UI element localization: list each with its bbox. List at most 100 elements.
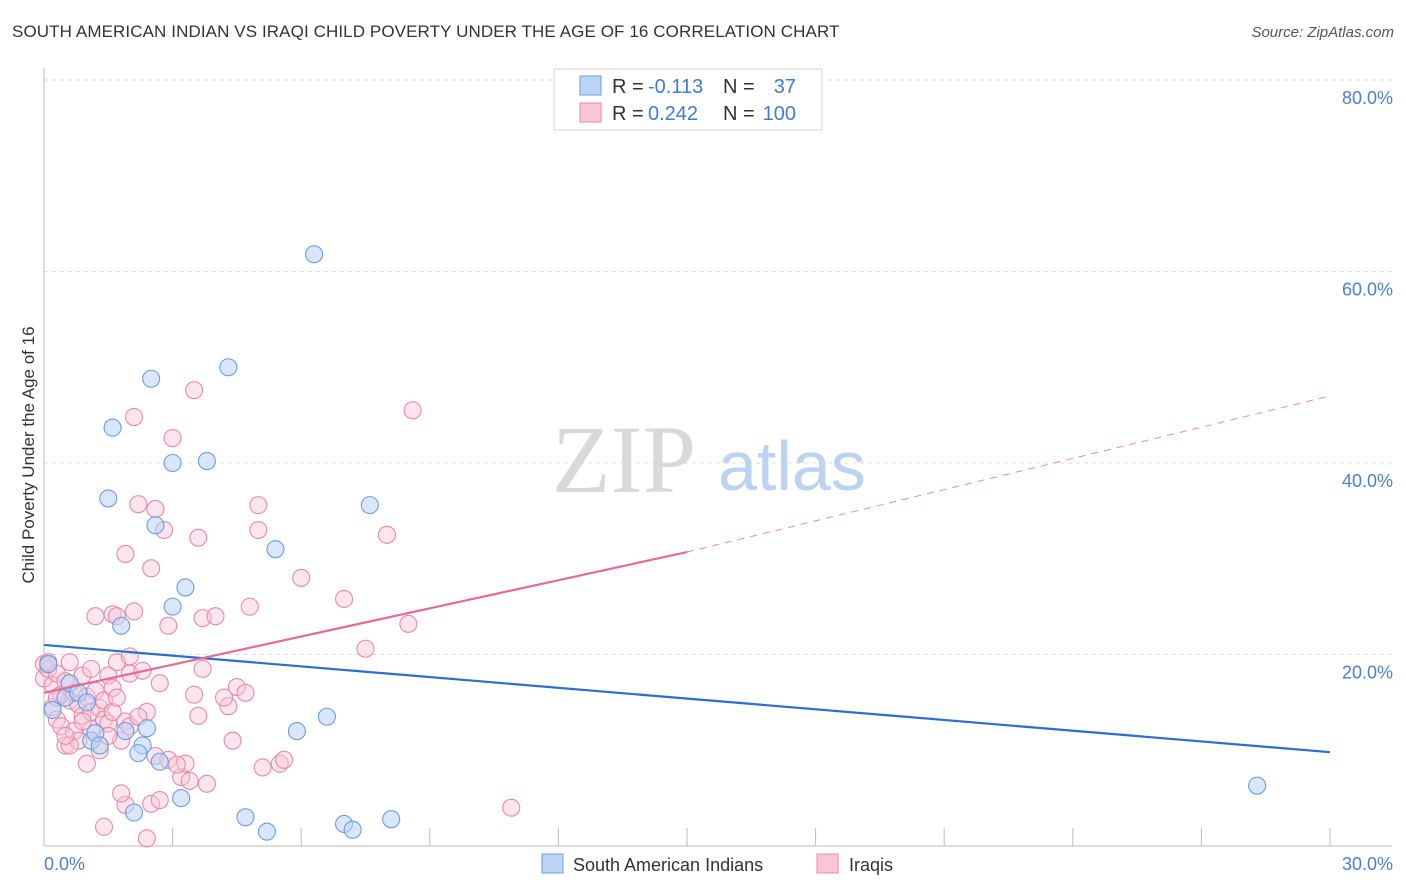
south-american-indians-point (360, 496, 379, 515)
iraqis-point (240, 597, 259, 616)
south-american-indians-point (382, 810, 401, 829)
south-american-indians-point (266, 540, 285, 559)
trend-line-south-american-indians (43, 643, 1331, 754)
iraqis-point (150, 790, 169, 810)
south-american-indians-point (150, 752, 169, 771)
bottom-legend-blue-swatch (541, 853, 564, 874)
iraqis-point (197, 774, 216, 793)
iraqis-point (77, 754, 96, 773)
south-american-indians-point (287, 722, 306, 741)
iraqis-point (184, 381, 204, 400)
south-american-indians-point (176, 578, 195, 597)
iraqis-point (60, 653, 79, 672)
iraqis-point (377, 525, 396, 544)
tick-labels: 20.0% 40.0% 60.0% 80.0% 0.0% 30.0% (44, 88, 1393, 874)
y-tick-label: 20.0% (1342, 663, 1393, 683)
iraqis-point (189, 528, 208, 547)
iraqis-point (184, 685, 204, 704)
iraqis-point (249, 496, 268, 515)
legend-pink-swatch (579, 102, 602, 123)
iraqis-point (146, 499, 165, 519)
iraqis-point (56, 726, 75, 745)
south-american-indians-point (129, 744, 148, 763)
bottom-legend-label-2: Iraqis (849, 855, 893, 875)
iraqis-point (167, 755, 186, 774)
south-american-indians-point (112, 616, 131, 635)
legend-blue-swatch (579, 75, 602, 96)
iraqis-point (403, 401, 422, 420)
south-american-indians-point (146, 516, 165, 535)
iraqis-point (163, 429, 182, 448)
iraqis-point (180, 771, 199, 790)
axes (43, 68, 1392, 847)
bottom-legend-label-1: South American Indians (573, 855, 763, 875)
iraqis-point (82, 659, 101, 678)
chart-title: SOUTH AMERICAN INDIAN VS IRAQI CHILD POV… (12, 22, 840, 41)
trend-line-iraqis-extrapolated (686, 395, 1331, 553)
south-american-indians-point (124, 803, 144, 822)
trend-lines (43, 395, 1331, 754)
legend-r-value-1: -0.113 (648, 76, 703, 98)
iraqis-point (124, 407, 144, 427)
south-american-indians-points (39, 245, 1267, 841)
correlation-legend: R = -0.113 N = 37 R = 0.242 N = 100 (553, 68, 823, 131)
y-tick-label: 60.0% (1342, 280, 1393, 300)
iraqis-point (73, 712, 92, 731)
y-tick-label: 80.0% (1342, 88, 1393, 108)
iraqis-point (335, 589, 354, 609)
south-american-indians-point (317, 707, 336, 726)
iraqis-point (356, 639, 375, 658)
iraqis-point (86, 607, 105, 626)
iraqis-point (159, 616, 178, 635)
iraqis-point (124, 602, 144, 621)
watermark-zip: ZIP (552, 406, 696, 513)
south-american-indians-point (305, 245, 324, 264)
south-american-indians-point (257, 822, 276, 841)
iraqis-point (219, 697, 238, 716)
iraqis-point (236, 683, 255, 702)
south-american-indians-point (236, 808, 255, 827)
south-american-indians-point (1248, 776, 1267, 795)
south-american-indians-point (77, 693, 96, 712)
south-american-indians-point (142, 369, 161, 388)
watermark: ZIP atlas (552, 406, 866, 513)
iraqis-point (399, 614, 418, 633)
south-american-indians-point (343, 820, 362, 839)
legend-r-value-2: 0.242 (648, 103, 698, 125)
y-tick-label: 40.0% (1342, 471, 1393, 491)
south-american-indians-point (137, 719, 156, 738)
iraqis-point (103, 702, 122, 722)
south-american-indians-point (163, 453, 182, 473)
iraqis-point (253, 758, 272, 777)
iraqis-point (206, 607, 225, 626)
iraqis-point (60, 736, 79, 755)
south-american-indians-point (219, 358, 238, 377)
y-axis-label: Child Poverty Under the Age of 16 (19, 326, 38, 583)
legend-n-label-1: N = (723, 76, 755, 98)
iraqis-point (275, 750, 294, 769)
iraqis-point (189, 706, 208, 725)
iraqis-point (150, 674, 169, 693)
iraqis-point (223, 731, 242, 750)
legend-n-value-1: 37 (774, 76, 796, 98)
iraqis-point (214, 688, 234, 707)
bottom-legend-pink-swatch (816, 853, 839, 874)
south-american-indians-point (99, 489, 118, 508)
south-american-indians-point (163, 597, 182, 616)
legend-r-label-1: R = (612, 76, 644, 98)
south-american-indians-point (197, 452, 216, 471)
x-tick-label: 0.0% (44, 854, 85, 874)
watermark-atlas: atlas (718, 427, 866, 505)
iraqis-point (94, 817, 114, 836)
iraqis-point (137, 829, 156, 848)
legend-n-label-2: N = (723, 103, 755, 125)
legend-n-value-2: 100 (763, 103, 796, 125)
series-legend: South American Indians Iraqis (541, 853, 893, 875)
iraqis-point (107, 688, 126, 707)
iraqis-point (142, 559, 161, 578)
iraqis-point (249, 520, 268, 540)
trend-line-iraqis (43, 550, 688, 694)
iraqis-points (34, 381, 521, 848)
south-american-indians-point (90, 736, 109, 755)
